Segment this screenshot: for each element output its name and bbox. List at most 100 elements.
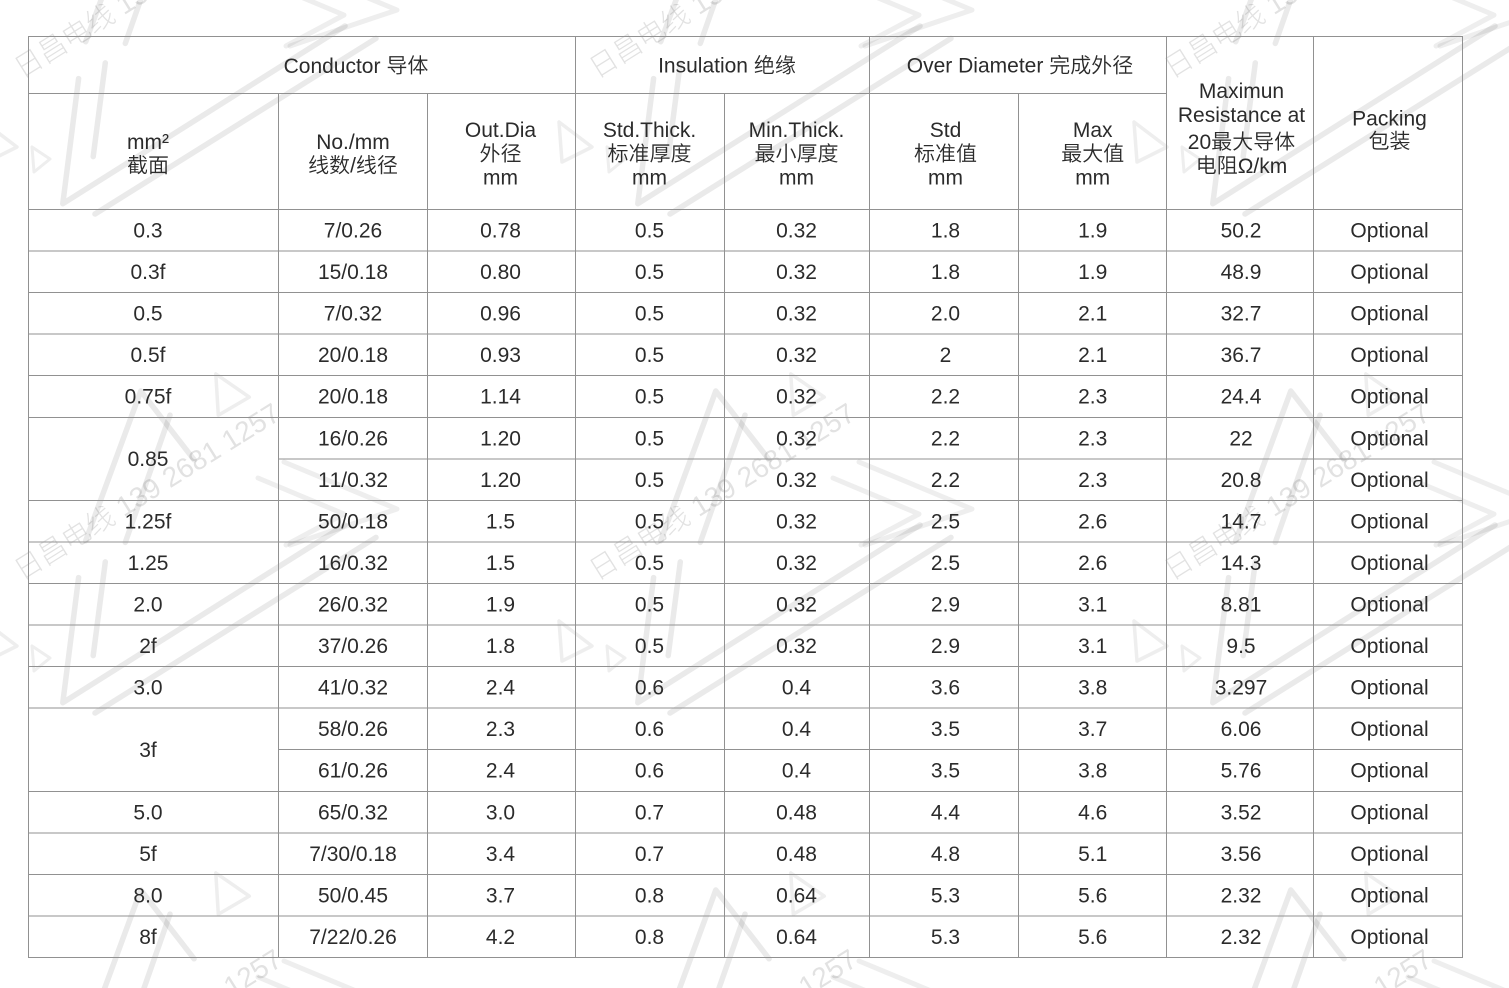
svg-text:Optional: Optional: [1350, 552, 1428, 575]
svg-text:3.0: 3.0: [133, 677, 162, 700]
svg-text:2.9: 2.9: [931, 635, 960, 658]
svg-text:1.14: 1.14: [480, 386, 521, 409]
svg-text:4.2: 4.2: [486, 926, 515, 949]
svg-text:Std: Std: [930, 119, 962, 142]
svg-text:mm: mm: [632, 167, 667, 190]
svg-text:1.9: 1.9: [1078, 261, 1107, 284]
svg-text:37/0.26: 37/0.26: [318, 635, 388, 658]
svg-text:0.5: 0.5: [635, 552, 664, 575]
svg-text:26/0.32: 26/0.32: [318, 594, 388, 617]
svg-text:2.6: 2.6: [1078, 552, 1107, 575]
svg-text:0.5: 0.5: [635, 344, 664, 367]
svg-text:20/0.18: 20/0.18: [318, 344, 388, 367]
svg-text:0.64: 0.64: [776, 884, 817, 907]
svg-text:/: /: [350, 155, 356, 178]
svg-text:15/0.18: 15/0.18: [318, 261, 388, 284]
svg-text:0.8: 0.8: [635, 926, 664, 949]
svg-text:22: 22: [1229, 427, 1252, 450]
svg-text:Optional: Optional: [1350, 801, 1428, 824]
svg-text:50.2: 50.2: [1221, 220, 1262, 243]
svg-text:0.5: 0.5: [635, 469, 664, 492]
svg-text:0.80: 0.80: [480, 261, 521, 284]
svg-text:1.5: 1.5: [486, 510, 515, 533]
svg-text:0.5: 0.5: [635, 261, 664, 284]
svg-text:0.48: 0.48: [776, 801, 817, 824]
svg-text:1.8: 1.8: [486, 635, 515, 658]
svg-text:2: 2: [940, 344, 952, 367]
svg-text:Maximun: Maximun: [1199, 80, 1284, 103]
svg-text:mm: mm: [1075, 167, 1110, 190]
svg-text:41/0.32: 41/0.32: [318, 677, 388, 700]
svg-text:8f: 8f: [139, 926, 157, 949]
svg-text:14.7: 14.7: [1221, 510, 1262, 533]
svg-text:3.5: 3.5: [931, 760, 960, 783]
svg-text:Optional: Optional: [1350, 677, 1428, 700]
svg-text:0.78: 0.78: [480, 220, 521, 243]
svg-text:5.1: 5.1: [1078, 843, 1107, 866]
svg-text:0.93: 0.93: [480, 344, 521, 367]
svg-text:2.2: 2.2: [931, 427, 960, 450]
svg-text:Optional: Optional: [1350, 386, 1428, 409]
svg-text:2.3: 2.3: [1078, 427, 1107, 450]
svg-text:2.4: 2.4: [486, 760, 516, 783]
svg-text:50/0.45: 50/0.45: [318, 884, 388, 907]
svg-text:0.3: 0.3: [133, 220, 162, 243]
svg-text:0.96: 0.96: [480, 303, 521, 326]
svg-text:Optional: Optional: [1350, 344, 1428, 367]
svg-text:20.8: 20.8: [1221, 469, 1262, 492]
svg-text:7/0.32: 7/0.32: [324, 303, 382, 326]
svg-text:2.32: 2.32: [1221, 926, 1262, 949]
svg-text:2.0: 2.0: [931, 303, 960, 326]
svg-text:2.32: 2.32: [1221, 884, 1262, 907]
svg-text:mm²: mm²: [127, 131, 169, 154]
svg-text:4.4: 4.4: [931, 801, 961, 824]
svg-text:16/0.26: 16/0.26: [318, 427, 388, 450]
svg-text:16/0.32: 16/0.32: [318, 552, 388, 575]
svg-text:0.32: 0.32: [776, 635, 817, 658]
svg-text:2.2: 2.2: [931, 469, 960, 492]
svg-text:mm: mm: [928, 167, 963, 190]
svg-text:1.25f: 1.25f: [125, 510, 172, 533]
svg-text:3.6: 3.6: [931, 677, 960, 700]
svg-text:8.0: 8.0: [133, 884, 162, 907]
svg-text:0.4: 0.4: [782, 677, 812, 700]
svg-text:Optional: Optional: [1350, 261, 1428, 284]
svg-text:7/30/0.18: 7/30/0.18: [309, 843, 397, 866]
svg-text:2.5: 2.5: [931, 552, 960, 575]
svg-text:Optional: Optional: [1350, 427, 1428, 450]
svg-text:Packing: Packing: [1352, 107, 1427, 130]
svg-text:1.5: 1.5: [486, 552, 515, 575]
svg-text:0.48: 0.48: [776, 843, 817, 866]
svg-text:24.4: 24.4: [1221, 386, 1262, 409]
svg-text:0.32: 0.32: [776, 469, 817, 492]
svg-text:1.20: 1.20: [480, 427, 521, 450]
svg-text:0.3f: 0.3f: [130, 261, 165, 284]
svg-text:Insulation: Insulation: [658, 55, 748, 78]
svg-text:5f: 5f: [139, 843, 157, 866]
svg-text:20/0.18: 20/0.18: [318, 386, 388, 409]
svg-text:Ω/km: Ω/km: [1238, 155, 1288, 178]
svg-text:Optional: Optional: [1350, 926, 1428, 949]
svg-text:20: 20: [1188, 131, 1211, 154]
svg-text:0.32: 0.32: [776, 261, 817, 284]
svg-text:1.9: 1.9: [486, 594, 515, 617]
svg-text:Optional: Optional: [1350, 594, 1428, 617]
svg-text:0.64: 0.64: [776, 926, 817, 949]
svg-text:Optional: Optional: [1350, 220, 1428, 243]
svg-text:0.5: 0.5: [635, 510, 664, 533]
svg-text:2.2: 2.2: [931, 386, 960, 409]
svg-text:7/22/0.26: 7/22/0.26: [309, 926, 397, 949]
svg-text:0.4: 0.4: [782, 718, 812, 741]
svg-text:3.5: 3.5: [931, 718, 960, 741]
svg-text:5.76: 5.76: [1221, 760, 1262, 783]
svg-text:1.20: 1.20: [480, 469, 521, 492]
svg-text:48.9: 48.9: [1221, 261, 1262, 284]
svg-text:3.8: 3.8: [1078, 677, 1107, 700]
svg-text:0.5: 0.5: [635, 220, 664, 243]
svg-text:7/0.26: 7/0.26: [324, 220, 382, 243]
svg-text:36.7: 36.7: [1221, 344, 1262, 367]
svg-text:5.6: 5.6: [1078, 884, 1107, 907]
svg-text:2.1: 2.1: [1078, 344, 1107, 367]
svg-text:0.5: 0.5: [133, 303, 162, 326]
svg-text:3.52: 3.52: [1221, 801, 1262, 824]
